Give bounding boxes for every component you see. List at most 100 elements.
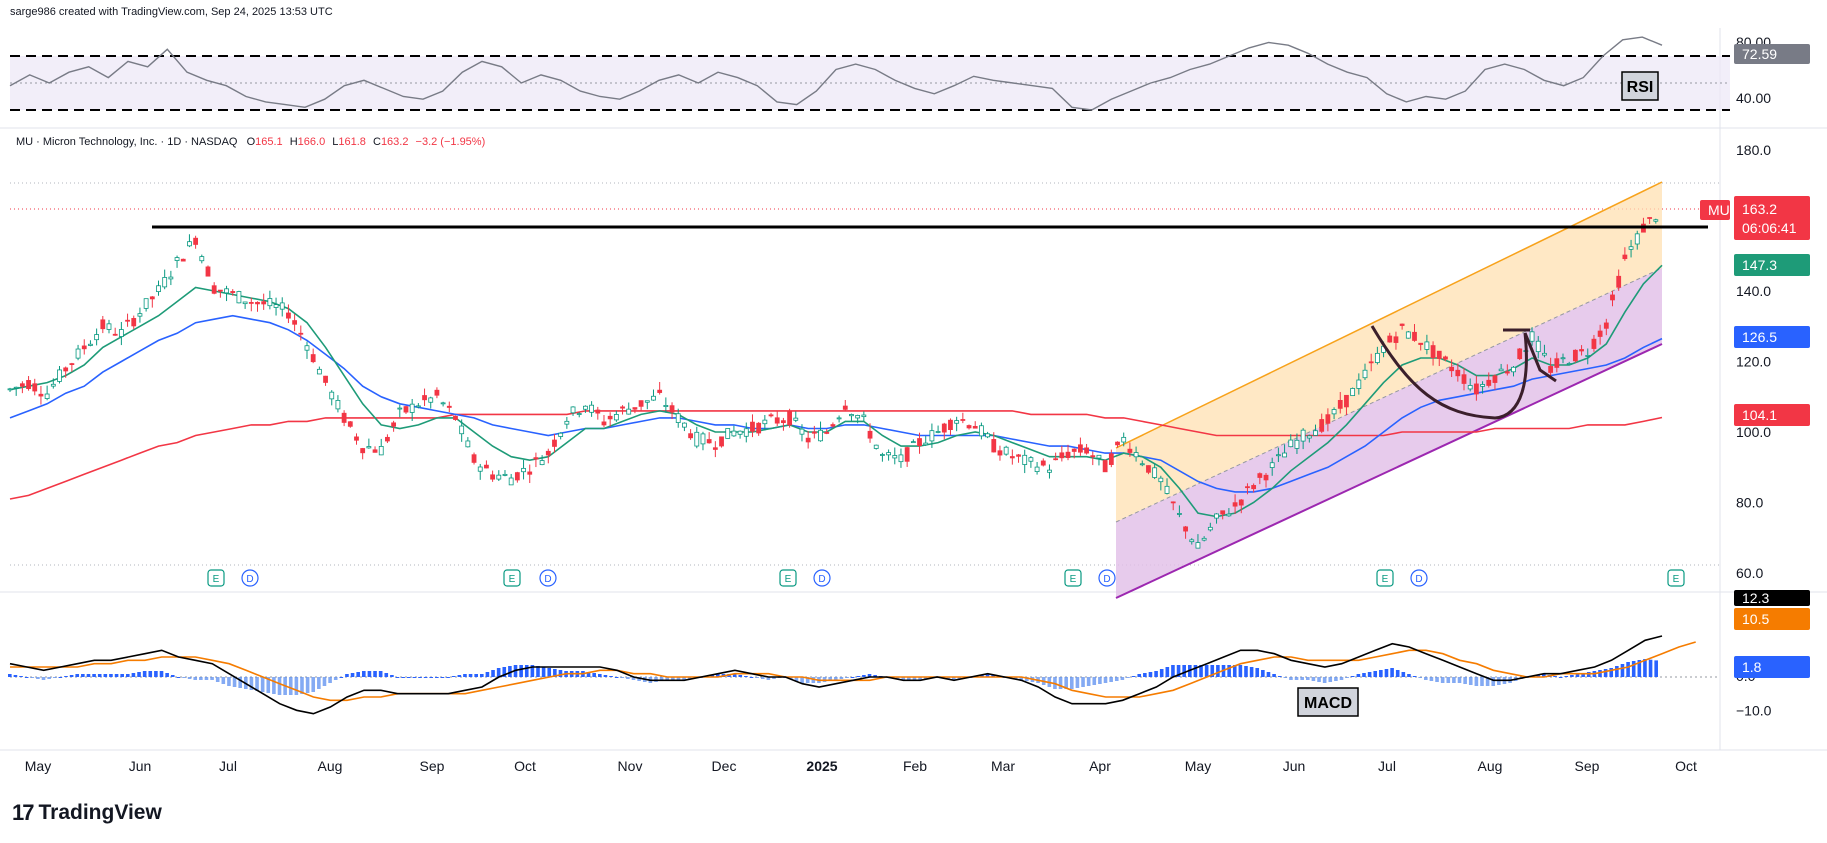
macd-histogram-bar bbox=[895, 677, 900, 679]
macd-histogram-bar bbox=[165, 673, 169, 677]
macd-histogram-bar bbox=[519, 665, 523, 677]
macd-histogram-bar bbox=[1289, 677, 1293, 680]
macd-histogram-bar bbox=[772, 677, 776, 679]
macd-histogram-bar bbox=[468, 674, 473, 677]
macd-histogram-bar bbox=[901, 677, 906, 680]
macd-histogram-bar bbox=[1199, 665, 1203, 677]
macd-histogram-bar bbox=[47, 677, 51, 679]
macd-histogram-bar bbox=[221, 677, 226, 684]
handle-pattern bbox=[1523, 332, 1557, 383]
candle-body bbox=[756, 422, 762, 434]
macd-histogram-bar bbox=[586, 672, 591, 677]
macd-histogram-bar bbox=[1311, 677, 1316, 681]
ema20-line bbox=[9, 264, 1663, 518]
macd-histogram-bar bbox=[395, 677, 400, 678]
candle-body bbox=[1040, 460, 1046, 466]
macd-histogram-bar bbox=[682, 677, 686, 680]
candle-body bbox=[106, 323, 112, 330]
macd-tick-neg10: −10.0 bbox=[1736, 702, 1772, 718]
macd-histogram-bar bbox=[1350, 676, 1355, 677]
macd-histogram-bar bbox=[738, 675, 743, 677]
macd-histogram-bar bbox=[1277, 676, 1282, 677]
macd-histogram-bar bbox=[834, 677, 838, 680]
macd-histogram-bar bbox=[1468, 677, 1473, 685]
macd-histogram-bar bbox=[159, 671, 164, 677]
candle-body bbox=[626, 408, 632, 415]
candle-body bbox=[316, 368, 322, 375]
candle-body bbox=[1263, 474, 1269, 481]
candle-body bbox=[601, 421, 607, 426]
price-axis[interactable]: 80.0040.00180.0140.0120.0100.080.060.00.… bbox=[1700, 34, 1810, 718]
macd-histogram-bar bbox=[1637, 660, 1642, 677]
macd-histogram-bar bbox=[350, 673, 355, 677]
macd-histogram-bar bbox=[1379, 670, 1383, 677]
candle-body bbox=[1226, 513, 1232, 517]
dividend-marker-label: D bbox=[1103, 574, 1110, 585]
candle-body bbox=[669, 405, 675, 413]
rsi-box-label: RSI bbox=[1627, 79, 1654, 96]
ema20-tag-bg bbox=[1734, 254, 1810, 276]
time-axis-label: Sep bbox=[1575, 758, 1600, 774]
macd-histogram-bar bbox=[850, 677, 855, 678]
high-label: H bbox=[289, 136, 298, 148]
candle-body bbox=[477, 466, 483, 472]
candle-body bbox=[471, 454, 477, 463]
macd-histogram-bar bbox=[30, 677, 35, 678]
time-axis[interactable]: May Jun Jul Aug Sep Oct Nov Dec 2025 Feb Mar Apr May… bbox=[25, 758, 1697, 774]
macd-histogram-bar bbox=[13, 675, 18, 677]
macd-histogram-bar bbox=[1103, 677, 1108, 683]
candle-body bbox=[360, 448, 366, 454]
candle-body bbox=[168, 276, 174, 280]
macd-histogram-bar bbox=[1373, 671, 1378, 677]
macd-histogram-bar bbox=[805, 677, 810, 683]
macd-histogram-bar bbox=[620, 677, 625, 678]
macd-histogram-bar bbox=[1558, 677, 1563, 678]
macd-histogram-bar bbox=[524, 665, 529, 677]
macd-histogram-bar bbox=[210, 677, 214, 680]
candle-body bbox=[1597, 330, 1603, 337]
macd-histogram-bar bbox=[1570, 675, 1574, 677]
candle-body bbox=[1374, 352, 1380, 363]
macd-histogram-bar bbox=[1581, 673, 1585, 677]
macd-histogram-bar bbox=[1300, 677, 1304, 680]
macd-histogram-bar bbox=[86, 674, 91, 677]
candle-body bbox=[267, 298, 273, 307]
macd-panel: MACD bbox=[8, 635, 1720, 717]
open-label: O bbox=[246, 136, 256, 148]
macd-histogram-bar bbox=[1261, 670, 1265, 677]
candle-body bbox=[657, 389, 663, 393]
tradingview-logo[interactable]: 17 TradingView bbox=[12, 800, 162, 826]
macd-histogram-bar bbox=[1159, 669, 1164, 677]
candle-body bbox=[409, 403, 415, 413]
candle-body bbox=[682, 422, 687, 428]
macd-histogram-bar bbox=[1457, 677, 1462, 683]
candle-body bbox=[694, 431, 700, 447]
macd-histogram-bar bbox=[423, 677, 428, 678]
candle-body bbox=[112, 333, 118, 336]
macd-histogram-bar bbox=[92, 674, 96, 677]
macd-histogram-bar bbox=[558, 670, 563, 677]
macd-histogram-bar bbox=[384, 673, 389, 677]
candle-body bbox=[193, 237, 199, 245]
candle-body bbox=[378, 446, 384, 456]
candle-body bbox=[131, 318, 137, 327]
candle-body bbox=[230, 291, 236, 293]
macd-histogram-bar bbox=[8, 674, 12, 677]
macd-histogram-bar bbox=[1322, 677, 1327, 683]
candle-body bbox=[1232, 502, 1238, 507]
macd-histogram-bar bbox=[530, 665, 535, 677]
macd-histogram-bar bbox=[980, 675, 984, 677]
macd-histogram-bar bbox=[317, 677, 321, 689]
earnings-marker-label: E bbox=[509, 574, 516, 585]
candle-body bbox=[1028, 457, 1034, 462]
dividend-marker-label: D bbox=[246, 574, 253, 585]
symbol-legend[interactable]: MU · Micron Technology, Inc. · 1D · NASD… bbox=[16, 136, 485, 148]
time-axis-label: Nov bbox=[618, 758, 643, 774]
macd-histogram-bar bbox=[1446, 677, 1451, 683]
macd-histogram-bar bbox=[1227, 665, 1231, 677]
macd-histogram-bar bbox=[260, 677, 265, 692]
macd-histogram-bar bbox=[1542, 674, 1546, 677]
macd-histogram-bar bbox=[1171, 665, 1175, 677]
candle-body bbox=[1176, 513, 1182, 515]
